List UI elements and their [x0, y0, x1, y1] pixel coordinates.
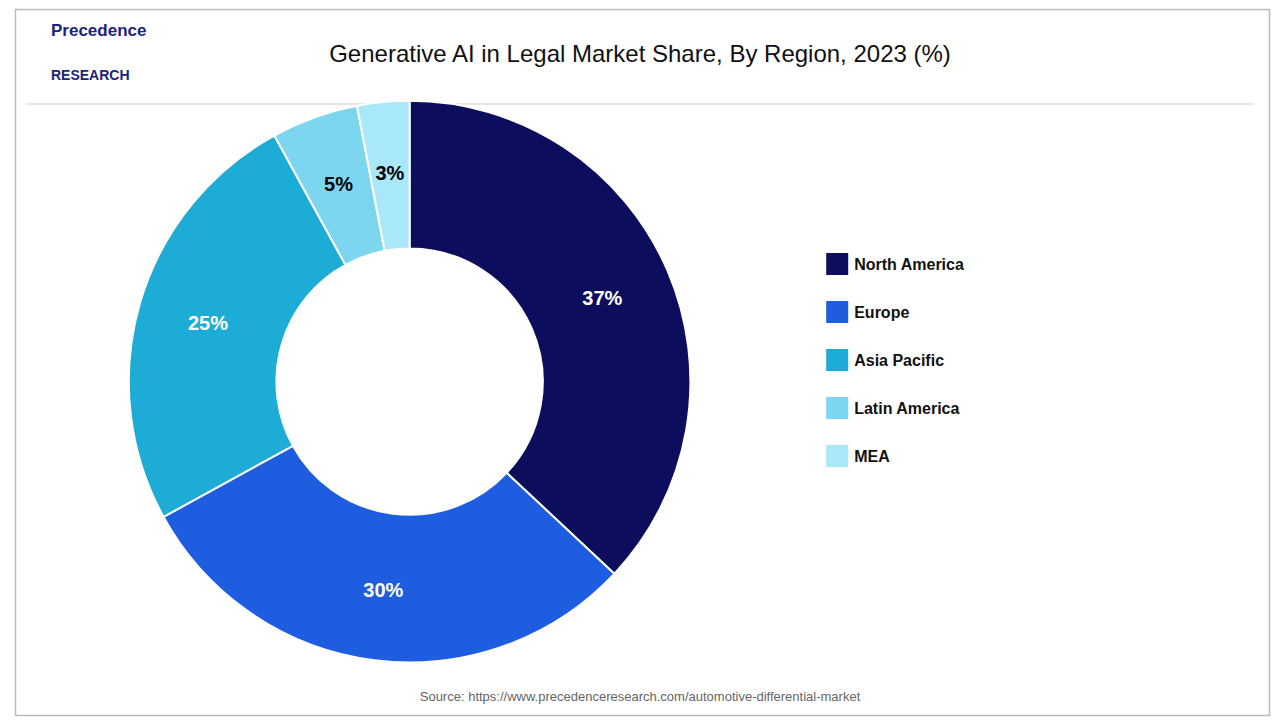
svg-text:North America: North America — [854, 256, 964, 273]
svg-text:Precedence: Precedence — [51, 21, 146, 40]
svg-text:Europe: Europe — [854, 304, 909, 321]
svg-text:MEA: MEA — [854, 448, 890, 465]
svg-text:25%: 25% — [188, 312, 228, 334]
svg-text:Latin America: Latin America — [854, 400, 959, 417]
svg-text:5%: 5% — [324, 173, 353, 195]
svg-text:Generative AI in Legal Market: Generative AI in Legal Market Share, By … — [329, 40, 951, 67]
svg-text:Asia Pacific: Asia Pacific — [854, 352, 944, 369]
svg-text:3%: 3% — [375, 162, 404, 184]
svg-text:30%: 30% — [363, 579, 403, 601]
svg-text:37%: 37% — [582, 287, 622, 309]
svg-text:RESEARCH: RESEARCH — [51, 67, 130, 83]
svg-text:Source: https://www.precedence: Source: https://www.precedenceresearch.c… — [420, 689, 861, 704]
